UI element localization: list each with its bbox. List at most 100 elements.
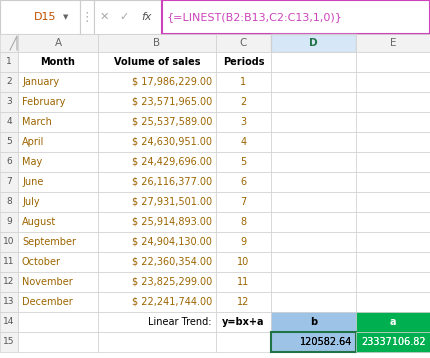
Text: June: June [22, 177, 43, 187]
Bar [356, 292, 430, 312]
Bar [18, 112, 98, 132]
Text: Volume of sales: Volume of sales [114, 57, 200, 67]
Text: 7: 7 [240, 197, 247, 207]
Bar [98, 34, 216, 52]
Text: 23337106.82: 23337106.82 [361, 337, 426, 347]
Text: May: May [22, 157, 42, 167]
Bar [98, 292, 216, 312]
Bar [98, 132, 216, 152]
Text: 6: 6 [240, 177, 246, 187]
Text: $ 23,571,965.00: $ 23,571,965.00 [132, 97, 212, 107]
Text: {=LINEST(B2:B13,C2:C13,1,0)}: {=LINEST(B2:B13,C2:C13,1,0)} [167, 12, 343, 22]
Bar [271, 332, 356, 352]
Text: 1: 1 [240, 77, 246, 87]
Bar [162, 0, 430, 34]
Text: September: September [22, 237, 76, 247]
Bar [271, 34, 356, 52]
Text: 8: 8 [240, 217, 246, 227]
Bar [80, 0, 94, 34]
Bar [0, 232, 18, 252]
Bar [0, 172, 18, 192]
Bar [356, 112, 430, 132]
Text: March: March [22, 117, 52, 127]
Text: 5: 5 [6, 137, 12, 146]
Text: 9: 9 [240, 237, 246, 247]
Bar [271, 132, 356, 152]
Text: January: January [22, 77, 59, 87]
Bar [0, 252, 18, 272]
Bar [18, 72, 98, 92]
Text: b: b [310, 317, 317, 327]
Bar [216, 192, 271, 212]
Text: 120582.64: 120582.64 [300, 337, 352, 347]
Bar [0, 212, 18, 232]
Text: 3: 3 [240, 117, 246, 127]
Bar [0, 152, 18, 172]
Bar [271, 212, 356, 232]
Text: 120582.64: 120582.64 [300, 337, 352, 347]
Text: E: E [390, 38, 396, 48]
Bar [356, 172, 430, 192]
Text: 10: 10 [3, 237, 15, 247]
Text: 11: 11 [3, 257, 15, 266]
Text: D15: D15 [34, 12, 56, 22]
Bar [271, 192, 356, 212]
Text: fx: fx [141, 12, 151, 22]
Text: 7: 7 [6, 178, 12, 187]
Bar [216, 132, 271, 152]
Text: Linear Trend:: Linear Trend: [148, 317, 212, 327]
Bar [0, 72, 18, 92]
Bar [18, 272, 98, 292]
Text: July: July [22, 197, 40, 207]
Bar [356, 212, 430, 232]
Bar [98, 172, 216, 192]
Text: $ 27,931,501.00: $ 27,931,501.00 [132, 197, 212, 207]
Bar [216, 72, 271, 92]
Bar [18, 172, 98, 192]
Text: $ 22,241,744.00: $ 22,241,744.00 [132, 297, 212, 307]
Bar [356, 72, 430, 92]
Text: April: April [22, 137, 44, 147]
Text: ⋮: ⋮ [81, 10, 93, 24]
Bar [0, 272, 18, 292]
Text: a: a [390, 317, 396, 327]
Bar [18, 292, 98, 312]
Text: $ 17,986,229.00: $ 17,986,229.00 [132, 77, 212, 87]
Text: 4: 4 [240, 137, 246, 147]
Text: 5: 5 [240, 157, 247, 167]
Bar [356, 332, 430, 352]
Bar [216, 212, 271, 232]
Bar [98, 312, 216, 332]
Text: $ 24,904,130.00: $ 24,904,130.00 [132, 237, 212, 247]
Bar [216, 52, 271, 72]
Bar [356, 252, 430, 272]
Text: 3: 3 [6, 97, 12, 106]
Bar [216, 232, 271, 252]
Text: December: December [22, 297, 73, 307]
Text: 12: 12 [237, 297, 250, 307]
Bar [98, 72, 216, 92]
Bar [216, 92, 271, 112]
Bar [356, 52, 430, 72]
Bar [216, 112, 271, 132]
Bar [216, 272, 271, 292]
Text: 14: 14 [3, 318, 15, 326]
Bar [18, 152, 98, 172]
Bar [356, 92, 430, 112]
Text: $ 25,537,589.00: $ 25,537,589.00 [132, 117, 212, 127]
Bar [271, 72, 356, 92]
Text: Periods: Periods [223, 57, 264, 67]
Bar [356, 232, 430, 252]
Bar [18, 34, 98, 52]
Text: 9: 9 [6, 218, 12, 227]
Text: 12: 12 [3, 277, 15, 286]
Bar [98, 92, 216, 112]
Bar [18, 312, 98, 332]
Bar [356, 192, 430, 212]
Bar [0, 0, 80, 34]
Bar [216, 152, 271, 172]
Text: 8: 8 [6, 198, 12, 207]
Bar [356, 312, 430, 332]
Bar [0, 34, 18, 52]
Bar [18, 212, 98, 232]
